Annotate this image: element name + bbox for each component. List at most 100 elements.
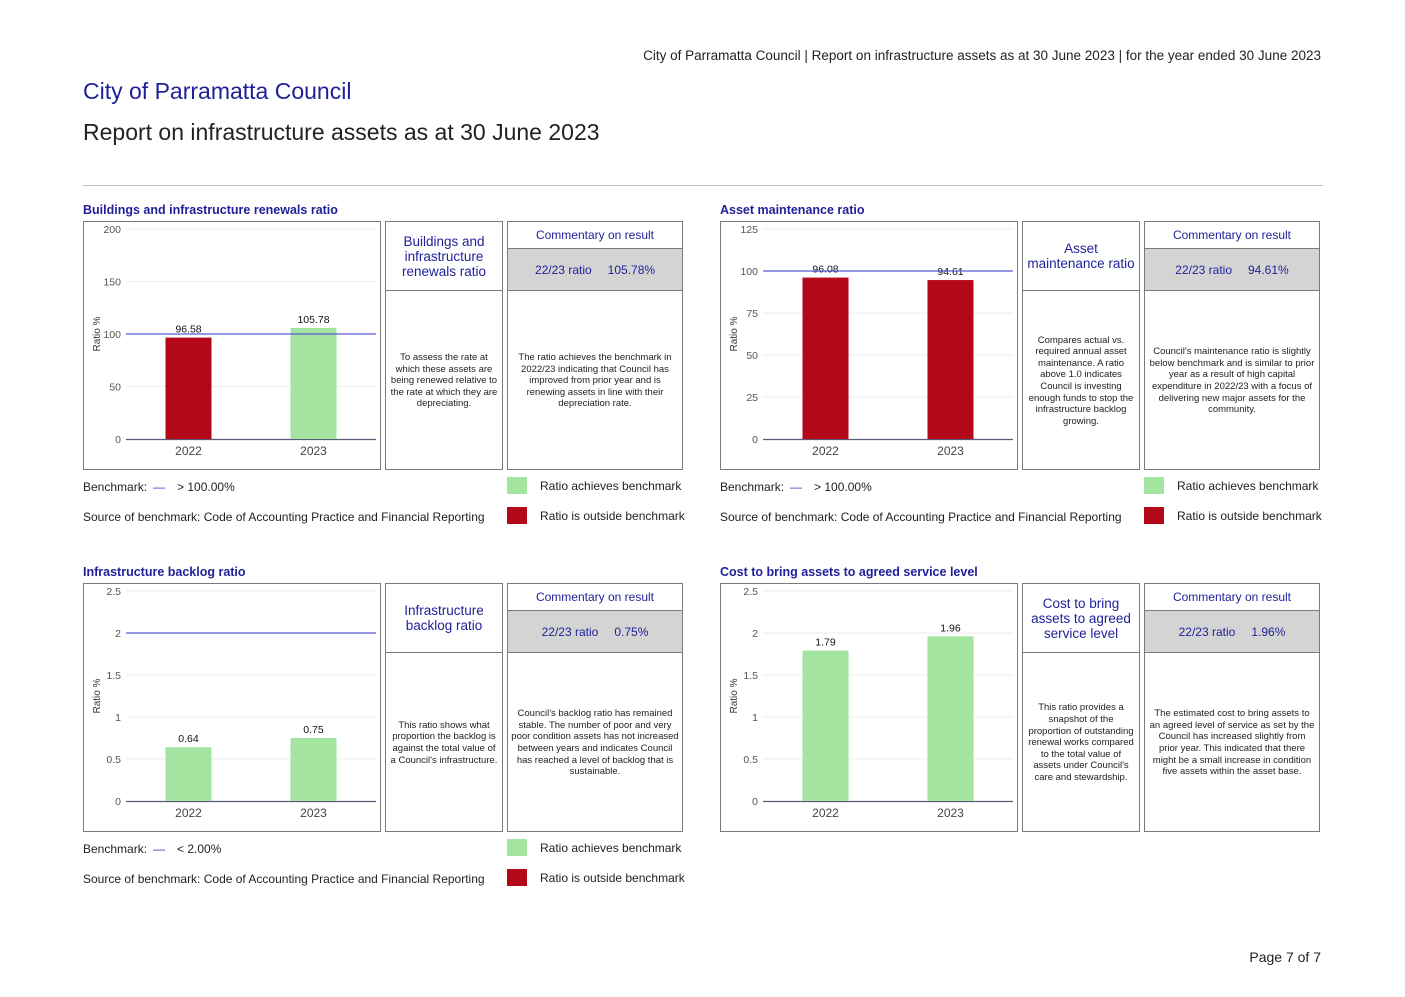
- description-title: Infrastructure backlog ratio: [386, 584, 502, 653]
- bar-2022: [802, 650, 849, 801]
- data-label: 0.64: [178, 733, 199, 745]
- running-header: City of Parramatta Council | Report on i…: [643, 48, 1321, 63]
- header-divider: [83, 185, 1323, 186]
- y-tick-label: 75: [746, 308, 758, 320]
- commentary-box: Commentary on result 22/23 ratio 1.96% Th…: [1144, 583, 1320, 832]
- y-tick-label: 50: [746, 350, 758, 362]
- description-box: Cost to bring assets to agreed service l…: [1022, 583, 1140, 832]
- benchmark-value: > 100.00%: [814, 480, 872, 494]
- x-tick-label: 2022: [175, 806, 202, 820]
- description-text: Compares actual vs. required annual asse…: [1028, 334, 1134, 427]
- ratio-row: 22/23 ratio 1.96%: [1145, 611, 1319, 653]
- bar-2023: [927, 636, 974, 801]
- bar-2023: [290, 327, 337, 439]
- data-label: 1.79: [815, 637, 836, 649]
- commentary-heading: Commentary on result: [508, 584, 682, 611]
- description-title: Buildings and infrastructure renewals ra…: [386, 222, 502, 291]
- bar-chart: 0 50 100 150 200 Ratio % 96.58 2022 105.78 2023: [92, 224, 376, 458]
- benchmark-dash-icon: —: [153, 480, 166, 494]
- benchmark-value: > 100.00%: [177, 480, 235, 494]
- description-title: Cost to bring assets to agreed service l…: [1023, 584, 1139, 653]
- x-tick-label: 2022: [812, 444, 839, 458]
- bar-2022: [802, 277, 849, 439]
- commentary-heading: Commentary on result: [1145, 584, 1319, 611]
- commentary-text: The estimated cost to bring assets to an…: [1149, 708, 1315, 778]
- y-tick-label: 50: [109, 382, 121, 394]
- benchmark-label: Benchmark:: [83, 480, 148, 494]
- y-tick-label: 0.5: [106, 754, 121, 766]
- x-tick-label: 2023: [937, 806, 964, 820]
- description-box: Asset maintenance ratio Compares actual …: [1022, 221, 1140, 470]
- y-tick-label: 25: [746, 392, 758, 404]
- legend-outside-label: Ratio is outside benchmark: [540, 508, 685, 523]
- legend-outside: Ratio is outside benchmark: [507, 869, 685, 886]
- commentary-text: Council's maintenance ratio is slightly …: [1149, 346, 1315, 416]
- commentary-text: The ratio achieves the benchmark in 2022…: [518, 352, 672, 410]
- legend-achieves: Ratio achieves benchmark: [1144, 477, 1318, 494]
- y-tick-label: 125: [740, 224, 758, 236]
- benchmark-dash-icon: —: [153, 842, 166, 856]
- data-label: 96.58: [175, 324, 201, 336]
- description-text: This ratio shows what proportion the bac…: [390, 719, 498, 766]
- commentary-box: Commentary on result 22/23 ratio 0.75% Co…: [507, 583, 683, 832]
- x-tick-label: 2022: [175, 444, 202, 458]
- data-label: 0.75: [303, 724, 324, 736]
- benchmark-source: Source of benchmark: Code of Accounting …: [720, 510, 1122, 524]
- data-label: 1.96: [940, 622, 961, 634]
- legend-achieves: Ratio achieves benchmark: [507, 477, 681, 494]
- ratio-row: 22/23 ratio 105.78%: [508, 249, 682, 291]
- chart-box: 0 50 100 150 200 Ratio % 96.58 2022 105.78 2023: [83, 221, 381, 470]
- benchmark-source: Source of benchmark: Code of Accounting …: [83, 872, 485, 886]
- x-tick-label: 2023: [937, 444, 964, 458]
- benchmark-dash-icon: —: [790, 480, 803, 494]
- panel-title: Infrastructure backlog ratio: [83, 565, 246, 579]
- panel-title: Asset maintenance ratio: [720, 203, 865, 217]
- y-tick-label: 1: [752, 712, 758, 724]
- y-tick-label: 0: [752, 796, 758, 808]
- bar-2022: [165, 747, 212, 801]
- red-swatch-icon: [507, 869, 527, 886]
- chart-box: 0 25 50 75 100 125 Ratio % 96.08 2022 94.61 2023: [720, 221, 1018, 470]
- ratio-row: 22/23 ratio 0.75%: [508, 611, 682, 653]
- legend-achieves-label: Ratio achieves benchmark: [540, 840, 682, 855]
- legend-achieves-label: Ratio achieves benchmark: [540, 478, 682, 493]
- y-axis-label: Ratio %: [92, 678, 103, 713]
- y-tick-label: 0: [115, 434, 121, 446]
- benchmark-line: Benchmark: — < 2.00%: [83, 842, 221, 856]
- benchmark-line: Benchmark: — > 100.00%: [720, 480, 872, 494]
- y-tick-label: 200: [103, 224, 121, 236]
- y-axis-label: Ratio %: [729, 678, 740, 713]
- organisation-name: City of Parramatta Council: [83, 78, 352, 104]
- commentary-box: Commentary on result 22/23 ratio 94.61% C…: [1144, 221, 1320, 470]
- y-tick-label: 150: [103, 277, 121, 289]
- green-swatch-icon: [507, 477, 527, 494]
- legend-outside-label: Ratio is outside benchmark: [1177, 508, 1322, 523]
- bar-2022: [165, 337, 212, 439]
- ratio-value: 105.78%: [607, 262, 656, 277]
- bar-chart: 0 0.5 1 1.5 2 2.5 Ratio % 0.64 2022 0.75 2023: [92, 586, 376, 820]
- benchmark-source: Source of benchmark: Code of Accounting …: [83, 510, 485, 524]
- bar-2023: [290, 738, 337, 801]
- x-tick-label: 2023: [300, 806, 327, 820]
- ratio-label: 22/23 ratio: [1178, 624, 1236, 639]
- y-axis-label: Ratio %: [729, 316, 740, 351]
- y-tick-label: 1.5: [743, 670, 758, 682]
- chart-box: 0 0.5 1 1.5 2 2.5 Ratio % 1.79 2022 1.96 2023: [720, 583, 1018, 832]
- ratio-row: 22/23 ratio 94.61%: [1145, 249, 1319, 291]
- y-tick-label: 0: [752, 434, 758, 446]
- y-tick-label: 1: [115, 712, 121, 724]
- description-text: To assess the rate at which these assets…: [390, 352, 498, 410]
- red-swatch-icon: [1144, 507, 1164, 524]
- ratio-value: 0.75%: [614, 624, 649, 639]
- bar-chart: 0 0.5 1 1.5 2 2.5 Ratio % 1.79 2022 1.96 2023: [729, 586, 1013, 820]
- commentary-text: Council's backlog ratio has remained sta…: [511, 708, 679, 778]
- ratio-label: 22/23 ratio: [541, 624, 599, 639]
- panel-title: Cost to bring assets to agreed service l…: [720, 565, 978, 579]
- benchmark-value: < 2.00%: [177, 842, 222, 856]
- y-tick-label: 2.5: [106, 586, 121, 598]
- commentary-heading: Commentary on result: [1145, 222, 1319, 249]
- y-tick-label: 2: [752, 628, 758, 640]
- y-tick-label: 2.5: [743, 586, 758, 598]
- bar-2023: [927, 280, 974, 439]
- bar-chart: 0 25 50 75 100 125 Ratio % 96.08 2022 94.61 2023: [729, 224, 1013, 458]
